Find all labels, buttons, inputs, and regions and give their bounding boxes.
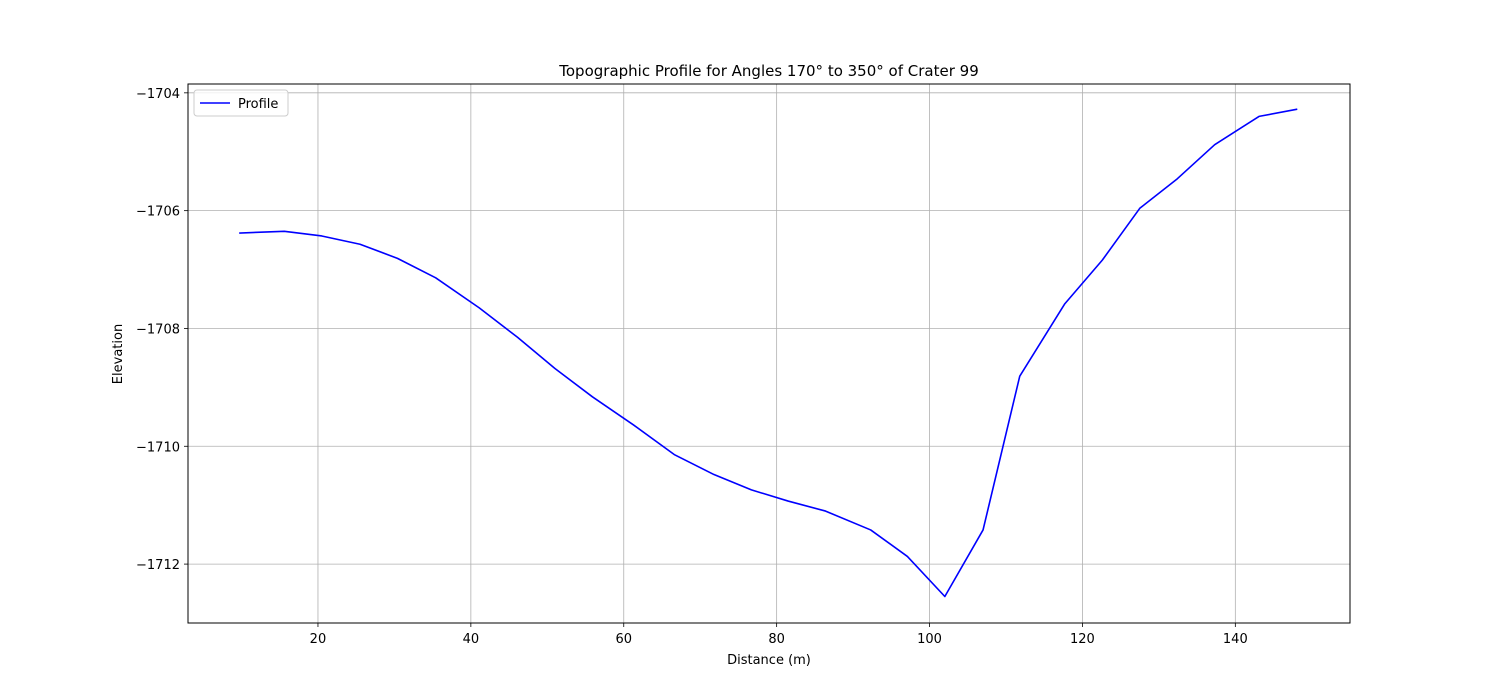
x-axis-ticks: 20 40 60 80 100 120 140 (310, 623, 1248, 647)
y-axis-ticks: −1712 −1710 −1708 −1706 −1704 (136, 87, 188, 573)
y-tick-label: −1704 (136, 87, 180, 102)
legend: Profile (193, 89, 289, 117)
x-axis-label: Distance (m) (727, 653, 811, 668)
y-axis-label: Elevation (111, 324, 126, 384)
x-tick-label: 100 (917, 632, 942, 647)
legend-box (193, 89, 289, 117)
x-tick-label: 120 (1070, 632, 1095, 647)
series-line-profile (239, 108, 1298, 598)
y-tick-label: −1710 (136, 440, 180, 455)
series-layer (239, 108, 1298, 598)
grid-lines (188, 84, 1350, 623)
x-tick-label: 20 (310, 632, 327, 647)
x-tick-label: 40 (463, 632, 480, 647)
chart-title: Topographic Profile for Angles 170° to 3… (558, 62, 978, 80)
y-tick-label: −1712 (136, 558, 180, 573)
y-tick-label: −1706 (136, 205, 180, 220)
x-tick-label: 80 (768, 632, 785, 647)
x-tick-label: 140 (1223, 632, 1248, 647)
plot-frame (187, 83, 1351, 624)
legend-label-profile: Profile (238, 97, 278, 112)
x-tick-label: 60 (615, 632, 632, 647)
y-tick-label: −1708 (136, 322, 180, 337)
